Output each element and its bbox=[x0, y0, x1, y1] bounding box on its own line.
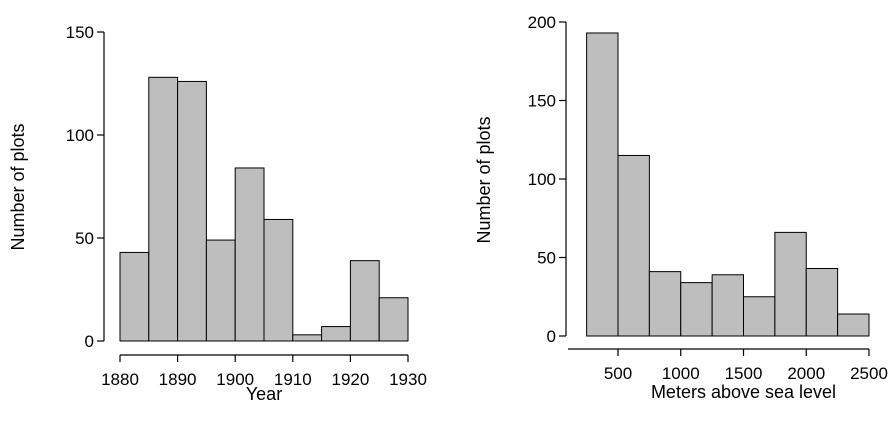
x-tick-label: 1910 bbox=[274, 370, 312, 389]
x-tick-label: 1880 bbox=[101, 370, 139, 389]
histogram-bar bbox=[805, 267, 839, 337]
y-tick-label: 50 bbox=[537, 249, 556, 268]
histogram-bar bbox=[586, 32, 619, 337]
y-axis-label: Number of plots bbox=[8, 123, 28, 250]
x-tick-label: 1890 bbox=[159, 370, 197, 389]
y-tick-label: 100 bbox=[528, 170, 556, 189]
y-tick-label: 0 bbox=[85, 332, 94, 351]
histogram-bar bbox=[349, 260, 380, 342]
histogram-bar bbox=[119, 251, 150, 342]
elevation-histogram: 0 50 100 150 200 500 1000 1500 2000 2500 Meters ab… bbox=[474, 13, 888, 402]
histogram-bar bbox=[177, 80, 207, 342]
histogram-bar bbox=[837, 313, 870, 337]
x-tick-label: 500 bbox=[604, 364, 632, 383]
year-histogram: 0 50 100 150 1880 1890 1900 1910 1920 1930 Year Num… bbox=[8, 23, 427, 404]
histogram-bar bbox=[292, 334, 323, 342]
x-tick-label: 2500 bbox=[850, 364, 888, 383]
histogram-bar bbox=[711, 274, 744, 337]
histogram-bar bbox=[263, 218, 294, 342]
histogram-bar bbox=[234, 167, 265, 342]
histogram-bar bbox=[205, 239, 236, 342]
histogram-bar bbox=[680, 282, 713, 337]
y-axis-label: Number of plots bbox=[474, 116, 494, 243]
x-tick-label: 2000 bbox=[787, 364, 825, 383]
y-tick-label: 0 bbox=[547, 327, 556, 346]
x-tick-label: 1500 bbox=[725, 364, 763, 383]
x-tick-label: 1930 bbox=[389, 370, 427, 389]
histogram-bar bbox=[378, 297, 409, 342]
y-tick-label: 100 bbox=[66, 126, 94, 145]
histogram-bar bbox=[774, 231, 807, 337]
y-tick-label: 150 bbox=[528, 92, 556, 111]
histogram-bar bbox=[321, 326, 351, 342]
histogram-bar bbox=[617, 154, 650, 337]
histogram-bar bbox=[148, 76, 179, 342]
histogram-bar bbox=[743, 296, 776, 337]
y-tick-label: 50 bbox=[75, 229, 94, 248]
y-tick-label: 200 bbox=[528, 13, 556, 32]
x-tick-label: 1900 bbox=[216, 370, 254, 389]
y-tick-label: 150 bbox=[66, 23, 94, 42]
x-axis-label: Year bbox=[246, 384, 282, 404]
x-axis-label: Meters above sea level bbox=[651, 382, 836, 402]
histogram-bar bbox=[648, 271, 682, 337]
x-tick-label: 1000 bbox=[662, 364, 700, 383]
x-tick-label: 1920 bbox=[331, 370, 369, 389]
